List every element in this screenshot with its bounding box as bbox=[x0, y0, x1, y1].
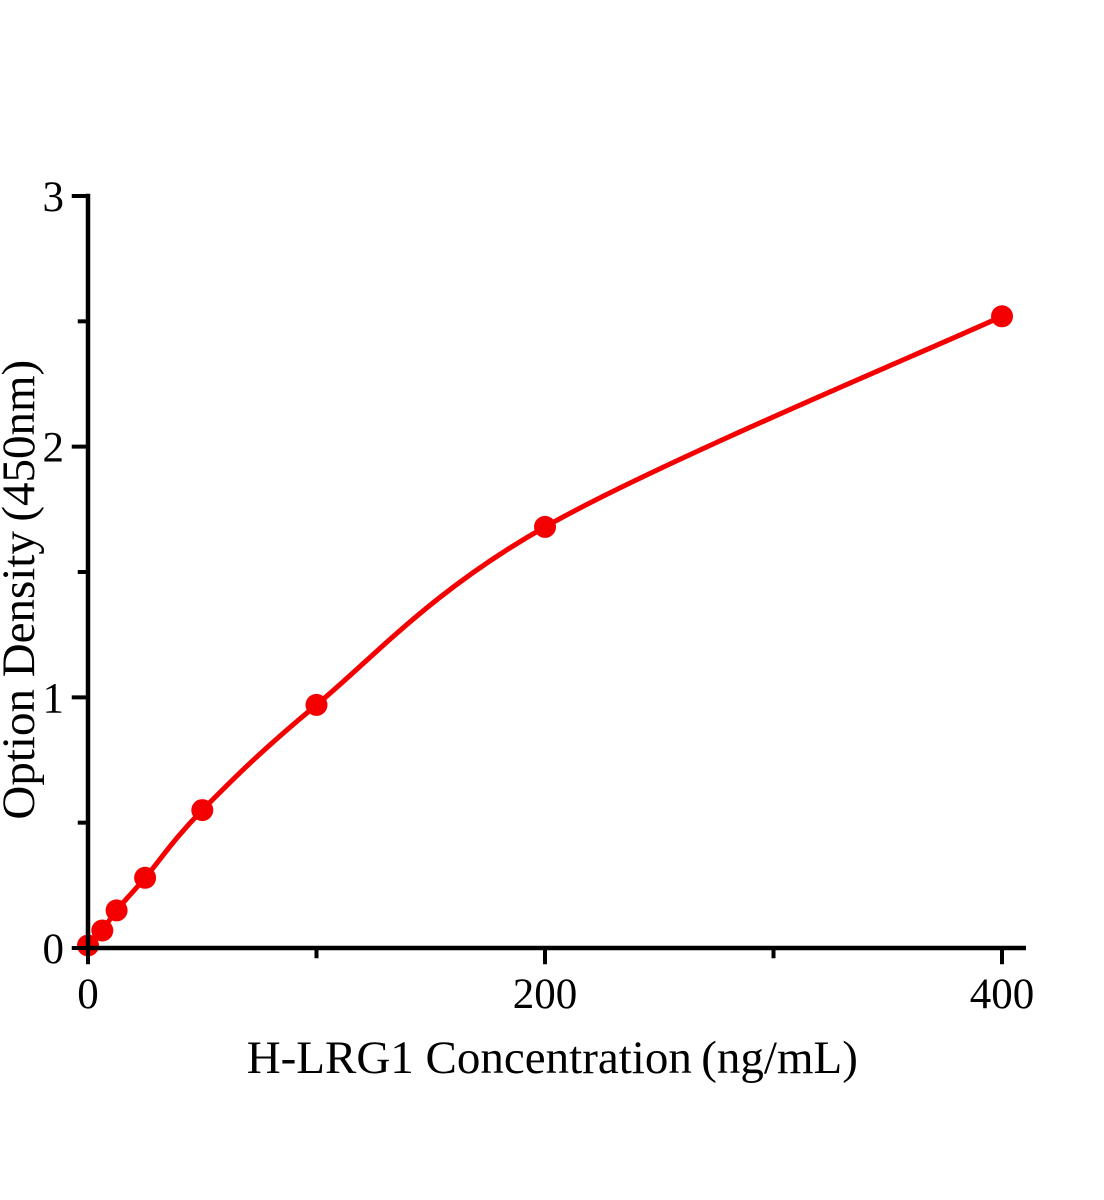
tick-label-layer: 0 200 400 0 1 2 3 bbox=[43, 174, 1035, 1018]
y-tick-label: 2 bbox=[43, 425, 65, 472]
data-point-marker bbox=[534, 515, 556, 538]
data-point-marker bbox=[991, 305, 1013, 328]
data-point-marker bbox=[105, 899, 128, 922]
marker-layer bbox=[77, 305, 1013, 957]
data-point-marker bbox=[191, 799, 214, 822]
y-axis-title: Option Density (450nm) bbox=[0, 350, 45, 819]
x-tick-label: 0 bbox=[77, 971, 99, 1018]
y-tick-label: 3 bbox=[43, 174, 65, 221]
data-point-marker bbox=[305, 693, 328, 716]
data-point-marker bbox=[134, 866, 157, 889]
y-tick-label: 1 bbox=[43, 675, 65, 722]
data-point-marker bbox=[91, 919, 114, 942]
axis-layer bbox=[71, 193, 1026, 965]
x-tick-label: 200 bbox=[513, 971, 578, 1018]
standard-curve-line bbox=[86, 314, 1004, 948]
curve-layer bbox=[86, 314, 1004, 948]
x-axis-title: H-LRG1 Concentration (ng/mL) bbox=[247, 1032, 868, 1084]
x-tick-label: 400 bbox=[970, 971, 1035, 1018]
y-tick-label: 0 bbox=[43, 926, 65, 973]
